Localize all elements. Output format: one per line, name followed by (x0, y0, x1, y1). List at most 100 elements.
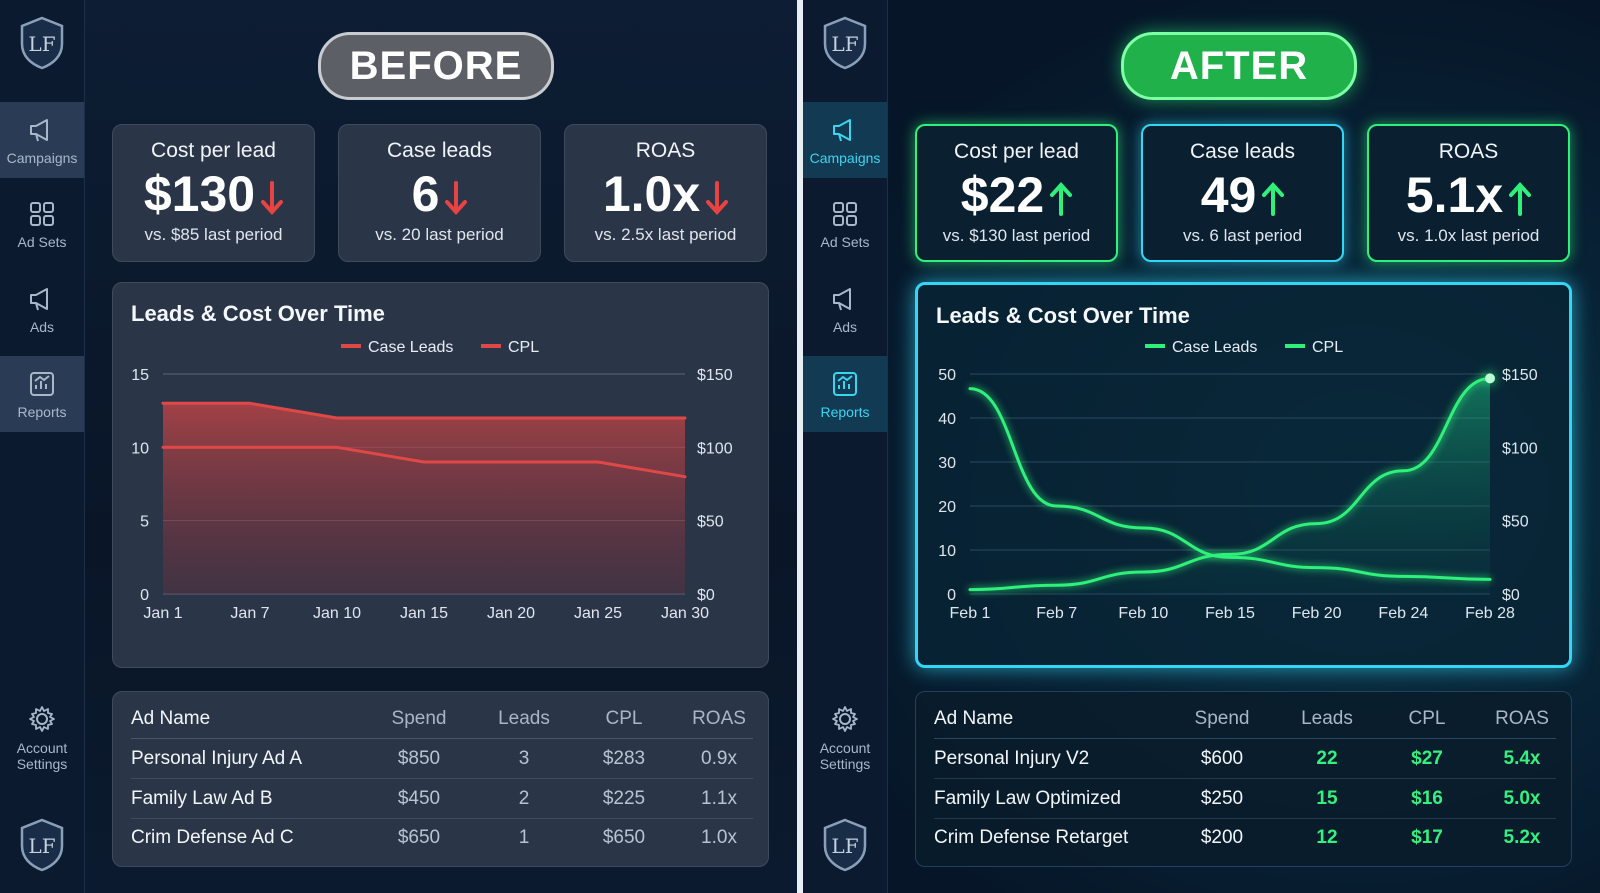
series-end-point (1485, 373, 1495, 384)
nav-reports[interactable]: Reports (0, 356, 84, 432)
table-row[interactable]: Family Law Optimized $250 15 $16 5.0x (934, 780, 1556, 819)
megaphone-icon (30, 119, 48, 142)
cell-cpl: $27 (1411, 748, 1443, 769)
cell-leads: 1 (518, 827, 530, 848)
cell-ad-name: Personal Injury Ad A (131, 748, 303, 769)
after-badge: AFTER (1121, 32, 1357, 100)
col-leads[interactable]: Leads (1301, 708, 1353, 729)
logo-shield-icon[interactable]: LF (18, 16, 66, 70)
leads-cost-chart-card: Leads & Cost Over Time 0 10 20 30 40 50 $0 $50 $… (915, 282, 1572, 668)
x-tick-label: Feb 1 (950, 605, 991, 622)
x-tick-label: Jan 20 (487, 605, 535, 622)
nav-account-settings[interactable]: Account Settings (803, 690, 887, 780)
ads-table: Ad Name Spend Leads CPL ROAS Personal In… (915, 691, 1572, 867)
legend-label: Case Leads (1172, 339, 1257, 356)
col-roas[interactable]: ROAS (692, 708, 746, 729)
x-tick-label: Jan 7 (230, 605, 269, 622)
area-fill (970, 378, 1490, 594)
series-line-cpl (968, 387, 1492, 581)
cell-leads: 22 (1316, 748, 1338, 769)
cell-roas: 0.9x (701, 748, 737, 769)
kpi-comparison: vs. 6 last period (1182, 226, 1303, 245)
kpi-label: ROAS (1438, 140, 1499, 163)
leads-cost-chart: 0 10 20 30 40 50 $0 $50 $100 $150 Feb 1 Feb 7 Feb 10… (938, 339, 1538, 622)
y-tick-label-right: $100 (1502, 440, 1538, 457)
arrow-down-icon (706, 180, 729, 215)
grid-icon (833, 202, 857, 226)
arrow-up-icon (1050, 181, 1073, 216)
nav-ad-sets[interactable]: Ad Sets (803, 186, 887, 262)
kpi-value: $130 (113, 165, 314, 223)
nav-ads[interactable]: Ads (803, 271, 887, 347)
area-fill (163, 403, 685, 594)
col-cpl[interactable]: CPL (605, 708, 643, 729)
panel-divider (797, 0, 803, 893)
kpi-label: Case leads (1189, 140, 1296, 163)
cell-cpl: $16 (1411, 788, 1443, 809)
table-header: Ad Name Spend Leads CPL ROAS (131, 700, 753, 739)
y-tick-label-left: 5 (140, 514, 149, 531)
col-ad-name[interactable]: Ad Name (934, 708, 1014, 729)
svg-text:LF: LF (28, 834, 55, 858)
arrow-down-icon (261, 180, 284, 215)
cell-cpl: $283 (602, 748, 646, 769)
col-ad-name[interactable]: Ad Name (131, 708, 211, 729)
kpi-card-case-leads: Case leads 49 vs. 6 last period (1141, 124, 1344, 262)
kpi-comparison: vs. 2.5x last period (594, 225, 737, 244)
nav-ad-sets[interactable]: Ad Sets (0, 186, 84, 262)
nav-campaigns[interactable]: Campaigns (803, 102, 887, 178)
table-row[interactable]: Crim Defense Retarget $200 12 $17 5.2x (934, 819, 1556, 857)
chart-report-icon (833, 372, 857, 396)
col-spend[interactable]: Spend (391, 708, 447, 729)
x-tick-label: Feb 10 (1118, 605, 1168, 622)
kpi-card-cost-per-lead: Cost per lead $130 vs. $85 last period (112, 124, 315, 262)
table-row[interactable]: Crim Defense Ad C $650 1 $650 1.0x (131, 819, 753, 857)
before-panel: LF Campaigns Ad Sets Ads (0, 0, 797, 893)
table-row[interactable]: Personal Injury Ad A $850 3 $283 0.9x (131, 740, 753, 779)
table-header: Ad Name Spend Leads CPL ROAS (934, 700, 1556, 739)
cell-ad-name: Personal Injury V2 (934, 748, 1090, 769)
nav-account-settings[interactable]: Account Settings (0, 690, 84, 780)
y-tick-label-left: 0 (140, 587, 149, 604)
cell-spend: $850 (397, 748, 441, 769)
after-panel: LF Campaigns Ad Sets Ads (803, 0, 1600, 893)
y-tick-label-right: $0 (1502, 587, 1520, 604)
cell-roas: 5.2x (1503, 827, 1541, 848)
table-row[interactable]: Personal Injury V2 $600 22 $27 5.4x (934, 740, 1556, 779)
table-row[interactable]: Family Law Ad B $450 2 $225 1.1x (131, 780, 753, 819)
nav-campaigns[interactable]: Campaigns (0, 102, 84, 178)
kpi-card-roas: ROAS 1.0x vs. 2.5x last period (564, 124, 767, 262)
x-tick-label: Feb 7 (1036, 605, 1077, 622)
leads-cost-chart-card: Leads & Cost Over Time 0 5 10 15 $0 $50 $100 $1… (112, 282, 769, 668)
cell-roas: 1.0x (701, 827, 737, 848)
cell-roas: 5.0x (1503, 788, 1541, 809)
y-tick-label-right: $100 (697, 440, 733, 457)
cell-spend: $600 (1200, 748, 1244, 769)
cell-cpl: $650 (602, 827, 646, 848)
cell-cpl: $225 (602, 788, 646, 809)
series-line-cpl (161, 445, 687, 479)
logo-shield-icon: LF (20, 818, 64, 872)
col-leads[interactable]: Leads (498, 708, 550, 729)
kpi-value: 5.1x (1369, 166, 1568, 224)
nav-reports[interactable]: Reports (803, 356, 887, 432)
y-tick-label-left: 30 (938, 455, 956, 472)
col-roas[interactable]: ROAS (1495, 708, 1549, 729)
series-line-case-leads (968, 376, 1492, 592)
logo-shield-icon[interactable]: LF (821, 16, 869, 70)
kpi-comparison: vs. 20 last period (375, 225, 504, 244)
chart-title: Leads & Cost Over Time (131, 301, 385, 326)
cell-ad-name: Crim Defense Retarget (934, 827, 1129, 848)
x-tick-label: Jan 15 (400, 605, 448, 622)
nav-ads[interactable]: Ads (0, 271, 84, 347)
col-cpl[interactable]: CPL (1408, 708, 1446, 729)
x-tick-label: Feb 24 (1378, 605, 1428, 622)
series-line-case-leads (161, 401, 687, 420)
cell-roas: 5.4x (1503, 748, 1541, 769)
cell-leads: 3 (518, 748, 530, 769)
kpi-value: 49 (1143, 166, 1342, 224)
col-spend[interactable]: Spend (1194, 708, 1250, 729)
kpi-label: Cost per lead (954, 140, 1079, 163)
cell-leads: 12 (1316, 827, 1338, 848)
y-tick-label-left: 0 (947, 587, 956, 604)
